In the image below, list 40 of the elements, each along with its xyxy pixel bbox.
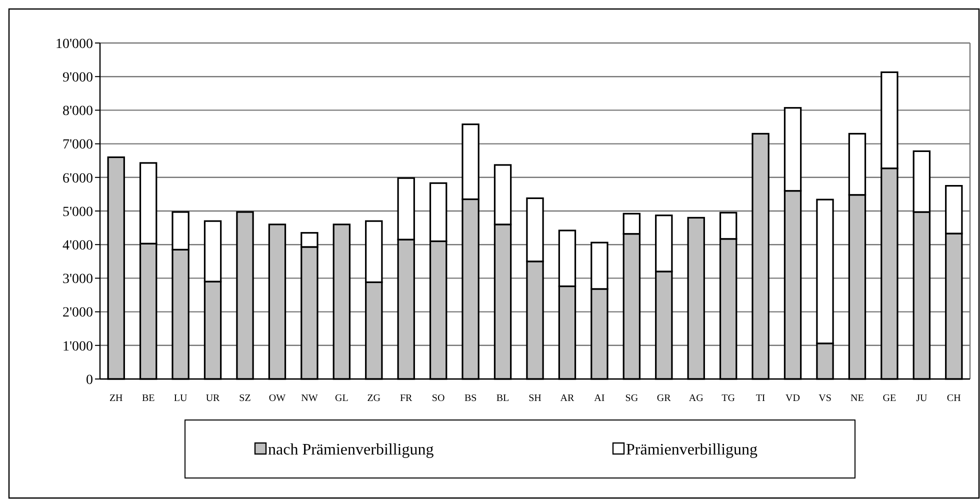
- x-tick-label: GR: [656, 393, 672, 404]
- y-tick-label: 10'000: [55, 36, 93, 52]
- x-tick-label: ZH: [109, 393, 123, 404]
- x-tick-label: VS: [818, 393, 832, 404]
- x-tick-label: FR: [400, 393, 413, 404]
- x-tick-label: NE: [850, 393, 864, 404]
- x-tick-label: LU: [174, 393, 188, 404]
- x-tick-label: GL: [334, 393, 348, 404]
- legend-label: nach Prämienverbilligung: [268, 442, 434, 459]
- x-tick-label: UR: [206, 393, 220, 404]
- x-tick-label: ZG: [367, 393, 381, 404]
- x-tick-label: JU: [916, 393, 928, 404]
- x-tick-label: TI: [756, 393, 766, 404]
- y-tick-label: 6'000: [62, 171, 93, 186]
- x-tick-label: BS: [464, 393, 477, 404]
- x-tick-label: GE: [882, 393, 896, 404]
- x-tick-label: AR: [560, 393, 574, 404]
- y-tick-label: 1'000: [62, 339, 93, 354]
- x-tick-label: OW: [268, 393, 286, 404]
- x-tick-label: SZ: [239, 393, 251, 404]
- x-tick-label: VD: [786, 393, 800, 404]
- x-tick-label: SG: [625, 393, 638, 404]
- y-tick-label: 9'000: [62, 70, 93, 86]
- x-tick-label: TG: [722, 393, 736, 404]
- x-tick-label: BL: [496, 393, 510, 404]
- x-tick-label: NW: [301, 393, 318, 404]
- legend-label: Prämienverbilligung: [626, 442, 758, 459]
- x-tick-label: CH: [946, 393, 961, 404]
- y-tick-label: 4'000: [62, 238, 93, 254]
- y-tick-label: 7'000: [62, 138, 93, 153]
- x-tick-label: SO: [432, 393, 445, 404]
- y-tick-label: 5'000: [62, 204, 93, 220]
- y-tick-label: 3'000: [62, 272, 93, 288]
- x-tick-label: AG: [688, 393, 704, 404]
- x-tick-label: SH: [528, 393, 542, 404]
- x-tick-label: BE: [142, 393, 155, 404]
- x-tick-label: AI: [594, 393, 605, 404]
- y-tick-label: 2'000: [62, 306, 93, 321]
- y-tick-label: 0: [86, 372, 93, 388]
- y-tick-label: 8'000: [62, 104, 93, 120]
